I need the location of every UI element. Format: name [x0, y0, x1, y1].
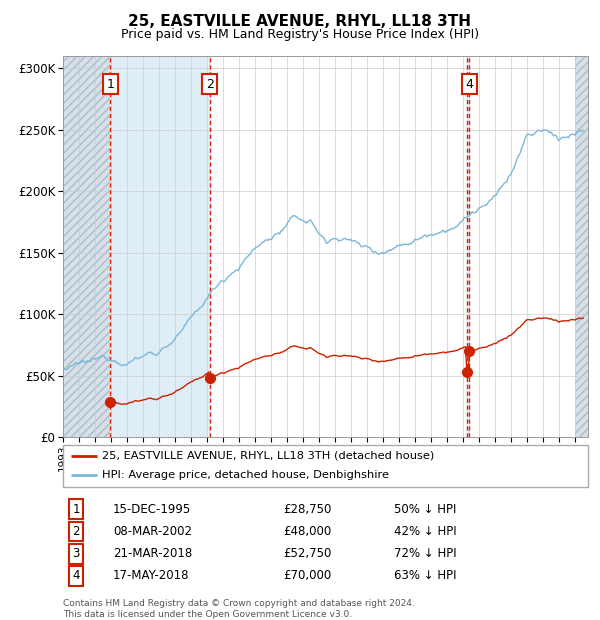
Text: 1: 1: [73, 503, 80, 516]
Text: 17-MAY-2018: 17-MAY-2018: [113, 569, 190, 582]
Bar: [575, 56, 588, 437]
Text: 4: 4: [465, 78, 473, 91]
Text: £28,750: £28,750: [284, 503, 332, 516]
Text: £48,000: £48,000: [284, 525, 332, 538]
Text: Price paid vs. HM Land Registry's House Price Index (HPI): Price paid vs. HM Land Registry's House …: [121, 28, 479, 40]
Text: Contains HM Land Registry data © Crown copyright and database right 2024.
This d: Contains HM Land Registry data © Crown c…: [63, 599, 415, 619]
Text: 25, EASTVILLE AVENUE, RHYL, LL18 3TH (detached house): 25, EASTVILLE AVENUE, RHYL, LL18 3TH (de…: [103, 451, 434, 461]
Text: 3: 3: [73, 547, 80, 560]
Text: HPI: Average price, detached house, Denbighshire: HPI: Average price, detached house, Denb…: [103, 471, 389, 480]
Bar: [63, 56, 110, 437]
Text: 08-MAR-2002: 08-MAR-2002: [113, 525, 192, 538]
FancyBboxPatch shape: [63, 445, 588, 487]
Text: 42% ↓ HPI: 42% ↓ HPI: [394, 525, 457, 538]
Text: £52,750: £52,750: [284, 547, 332, 560]
Text: 25, EASTVILLE AVENUE, RHYL, LL18 3TH: 25, EASTVILLE AVENUE, RHYL, LL18 3TH: [128, 14, 472, 29]
Text: 2: 2: [73, 525, 80, 538]
Text: 1: 1: [106, 78, 115, 91]
Bar: [63, 56, 110, 437]
Text: 4: 4: [73, 569, 80, 582]
Text: 63% ↓ HPI: 63% ↓ HPI: [394, 569, 456, 582]
Text: 72% ↓ HPI: 72% ↓ HPI: [394, 547, 457, 560]
Bar: [575, 56, 588, 437]
Text: 50% ↓ HPI: 50% ↓ HPI: [394, 503, 456, 516]
Text: 2: 2: [206, 78, 214, 91]
Text: 15-DEC-1995: 15-DEC-1995: [113, 503, 191, 516]
Bar: [467, 56, 469, 437]
Text: £70,000: £70,000: [284, 569, 332, 582]
Text: 21-MAR-2018: 21-MAR-2018: [113, 547, 192, 560]
Bar: [110, 56, 210, 437]
